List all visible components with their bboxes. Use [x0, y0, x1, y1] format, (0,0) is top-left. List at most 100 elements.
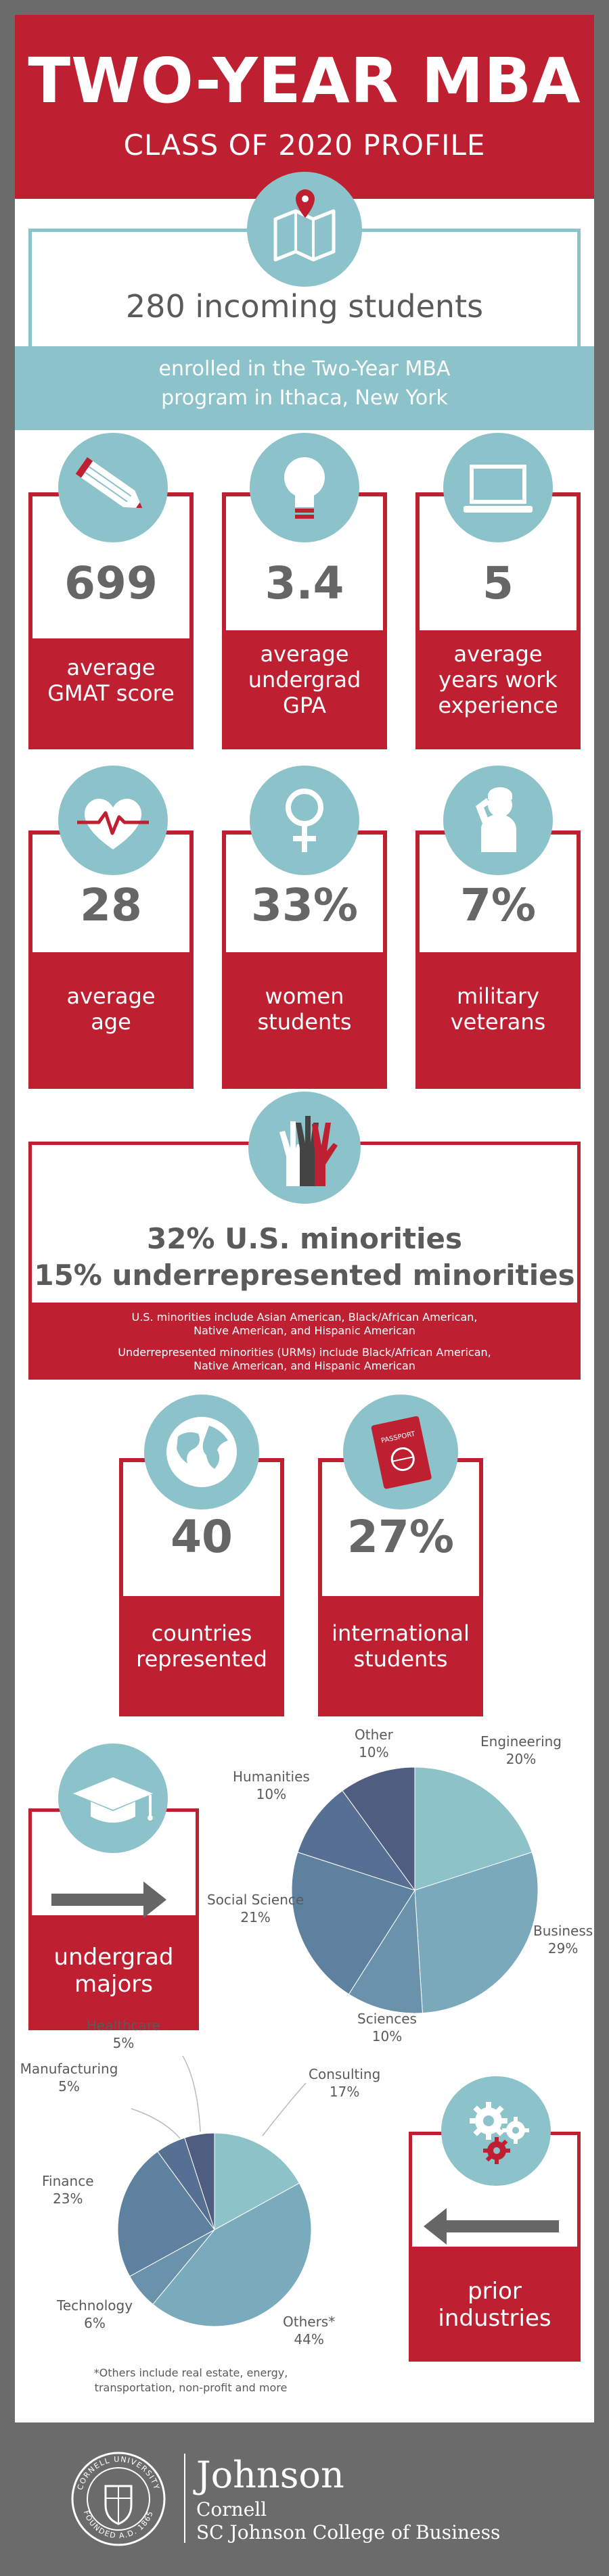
map-pin-icon [247, 172, 362, 287]
footnote-line: *Others include real estate, energy, [93, 2366, 288, 2379]
minorities-note-strip: U.S. minorities include Asian American, … [28, 1303, 581, 1380]
intro-headline: 280 incoming students [125, 288, 484, 325]
stat-label-line: military [456, 983, 540, 1009]
industries-leader-lines [131, 2055, 307, 2139]
graduation-cap-icon [58, 1743, 168, 1853]
industries-pie-chart [117, 2132, 312, 2327]
stat-label-line: students [353, 1646, 448, 1672]
stat-label: countries represented [123, 1596, 280, 1712]
majors-label-business: Business 29% [533, 1923, 593, 1957]
industries-footnote: *Others include real estate, energy, tra… [89, 2366, 292, 2395]
industries-title-line: prior [468, 2278, 522, 2305]
arrow-left-icon [445, 2220, 559, 2232]
majors-title: undergrad majors [28, 1915, 199, 2030]
stat-label-line: students [257, 1009, 352, 1035]
note-line: Native American, and Hispanic American [194, 1359, 415, 1372]
stat-label-line: represented [136, 1646, 267, 1672]
note-line: Native American, and Hispanic American [194, 1324, 415, 1337]
industries-title: prior industries [409, 2247, 581, 2362]
gears-icon [441, 2076, 551, 2186]
stat-label-line: average [453, 641, 543, 667]
majors-title-line: undergrad [53, 1944, 174, 1971]
stat-value: 33% [251, 879, 358, 931]
industries-slice-healthcare [184, 2132, 215, 2230]
stat-label-line: age [91, 1009, 131, 1035]
majors-label-social-science: Social Science 21% [207, 1892, 304, 1925]
majors-slice-social-science [291, 1852, 415, 1995]
stat-label-line: experience [438, 693, 558, 718]
industries-label-finance: Finance 23% [42, 2173, 94, 2207]
majors-pie-chart [291, 1766, 539, 2014]
stat-label-line: average [260, 641, 349, 667]
laptop-icon [443, 433, 553, 542]
raised-hands-icon [248, 1092, 361, 1204]
heartbeat-icon [58, 766, 168, 875]
majors-label-engineering: Engineering 20% [480, 1733, 562, 1767]
stat-label: international students [322, 1596, 479, 1712]
stat-label: women students [226, 952, 383, 1085]
footnote-line: transportation, non-profit and more [94, 2381, 288, 2394]
female-symbol-icon [250, 766, 359, 875]
majors-slice-humanities [297, 1790, 416, 1891]
footer-line-cornell: Cornell [196, 2498, 267, 2521]
footer: CORNELL UNIVERSITY FOUNDED A.D. 1865 Joh… [0, 2422, 609, 2576]
pencil-icon [58, 433, 168, 542]
stat-label-line: GMAT score [47, 680, 175, 706]
majors-title-line: majors [74, 1971, 153, 1998]
industries-slice-finance [117, 2151, 215, 2277]
industries-title-line: industries [438, 2305, 551, 2332]
industries-label-healthcare: Healthcare 5% [87, 2017, 161, 2051]
stat-label: average undergrad GPA [226, 630, 383, 745]
minorities-line-1: 32% U.S. minorities [146, 1222, 463, 1255]
stat-label: average GMAT score [32, 638, 189, 745]
infographic: TWO-YEAR MBA CLASS OF 2020 PROFILE 280 i… [15, 15, 594, 2422]
stat-label: average age [32, 952, 189, 1085]
majors-slice-other [342, 1766, 415, 1892]
stat-label-line: veterans [450, 1009, 546, 1035]
stat-label-line: countries [151, 1620, 252, 1646]
stat-label-line: women [265, 983, 344, 1009]
majors-label-sciences: Sciences 10% [357, 2011, 417, 2044]
intro-line-2: program in Ithaca, New York [161, 386, 448, 410]
industries-label-manufacturing: Manufacturing 5% [20, 2061, 118, 2094]
stat-label-line: GPA [283, 693, 326, 718]
intro-line-1: enrolled in the Two-Year MBA [158, 357, 451, 381]
majors-slice-sciences [348, 1889, 423, 2014]
intro-strip: enrolled in the Two-Year MBA program in … [15, 346, 594, 430]
stat-card-countries: 40 countries represented [119, 1458, 284, 1716]
stat-value: 40 [171, 1511, 233, 1563]
note-line: Underrepresented minorities (URMs) inclu… [118, 1346, 491, 1359]
cornell-seal-logo: CORNELL UNIVERSITY FOUNDED A.D. 1865 [71, 2452, 166, 2546]
stat-value: 7% [459, 879, 537, 931]
majors-label-humanities: Humanities 10% [233, 1769, 310, 1802]
stat-value: 28 [80, 879, 142, 931]
stat-card-gpa: 3.4 average undergrad GPA [222, 492, 387, 749]
stat-label: average years work experience [420, 630, 577, 745]
globe-icon [144, 1395, 259, 1509]
footer-brand: Johnson [196, 2454, 344, 2496]
arrow-left-head [424, 2208, 447, 2245]
majors-slice-engineering [414, 1766, 533, 1891]
header-banner: TWO-YEAR MBA CLASS OF 2020 PROFILE [15, 15, 594, 199]
majors-label-other: Other 10% [355, 1727, 393, 1760]
stat-card-veterans: 7% military veterans [415, 830, 581, 1089]
page-title: TWO-YEAR MBA [28, 45, 581, 117]
footer-line-college: SC Johnson College of Business [196, 2521, 501, 2544]
stat-label-line: years work [438, 667, 558, 693]
stat-label-line: international [332, 1620, 470, 1646]
footer-divider [184, 2454, 185, 2543]
saluting-soldier-icon [443, 766, 553, 875]
stat-value: 3.4 [265, 557, 344, 609]
stat-label-line: average [66, 655, 156, 680]
note-line: U.S. minorities include Asian American, … [131, 1311, 478, 1324]
passport-icon: PASSPORT [343, 1395, 458, 1509]
stat-label-line: average [66, 983, 156, 1009]
industries-label-technology: Technology 6% [57, 2297, 133, 2331]
industries-slice-others [152, 2182, 312, 2327]
page-subtitle: CLASS OF 2020 PROFILE [123, 128, 486, 162]
minorities-line-2: 15% underrepresented minorities [34, 1259, 575, 1292]
stat-value: 5 [482, 557, 514, 609]
majors-slice-business [414, 1852, 539, 2014]
lightbulb-icon [250, 433, 359, 542]
industries-label-consulting: Consulting 17% [309, 2066, 381, 2100]
